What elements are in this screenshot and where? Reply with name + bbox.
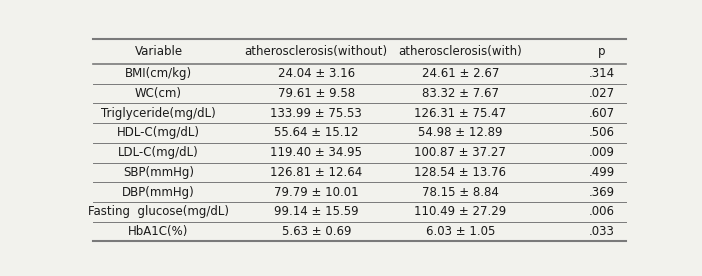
- Text: .314: .314: [589, 67, 615, 80]
- Text: DBP(mmHg): DBP(mmHg): [122, 185, 195, 199]
- Text: .499: .499: [589, 166, 615, 179]
- Text: 24.04 ± 3.16: 24.04 ± 3.16: [278, 67, 355, 80]
- Text: 6.03 ± 1.05: 6.03 ± 1.05: [425, 225, 495, 238]
- Text: 83.32 ± 7.67: 83.32 ± 7.67: [422, 87, 499, 100]
- Text: 128.54 ± 13.76: 128.54 ± 13.76: [414, 166, 506, 179]
- Text: p: p: [598, 45, 606, 58]
- Text: 79.61 ± 9.58: 79.61 ± 9.58: [278, 87, 355, 100]
- Text: .009: .009: [589, 146, 615, 159]
- Text: Triglyceride(mg/dL): Triglyceride(mg/dL): [101, 107, 216, 120]
- Text: 79.79 ± 10.01: 79.79 ± 10.01: [274, 185, 359, 199]
- Text: 99.14 ± 15.59: 99.14 ± 15.59: [274, 205, 359, 218]
- Text: LDL-C(mg/dL): LDL-C(mg/dL): [118, 146, 199, 159]
- Text: 55.64 ± 15.12: 55.64 ± 15.12: [274, 126, 359, 139]
- Text: .607: .607: [589, 107, 615, 120]
- Text: SBP(mmHg): SBP(mmHg): [123, 166, 194, 179]
- Text: atherosclerosis(with): atherosclerosis(with): [399, 45, 522, 58]
- Text: BMI(cm/kg): BMI(cm/kg): [125, 67, 192, 80]
- Text: .369: .369: [589, 185, 615, 199]
- Text: 100.87 ± 37.27: 100.87 ± 37.27: [414, 146, 506, 159]
- Text: 126.31 ± 75.47: 126.31 ± 75.47: [414, 107, 506, 120]
- Text: .006: .006: [589, 205, 615, 218]
- Text: .027: .027: [589, 87, 615, 100]
- Text: HDL-C(mg/dL): HDL-C(mg/dL): [117, 126, 200, 139]
- Text: 110.49 ± 27.29: 110.49 ± 27.29: [414, 205, 507, 218]
- Text: 78.15 ± 8.84: 78.15 ± 8.84: [422, 185, 499, 199]
- Text: 5.63 ± 0.69: 5.63 ± 0.69: [282, 225, 351, 238]
- Text: .506: .506: [589, 126, 615, 139]
- Text: Variable: Variable: [134, 45, 183, 58]
- Text: WC(cm): WC(cm): [135, 87, 182, 100]
- Text: 126.81 ± 12.64: 126.81 ± 12.64: [270, 166, 362, 179]
- Text: Fasting  glucose(mg/dL): Fasting glucose(mg/dL): [88, 205, 229, 218]
- Text: HbA1C(%): HbA1C(%): [128, 225, 189, 238]
- Text: 24.61 ± 2.67: 24.61 ± 2.67: [422, 67, 499, 80]
- Text: 133.99 ± 75.53: 133.99 ± 75.53: [270, 107, 362, 120]
- Text: atherosclerosis(without): atherosclerosis(without): [245, 45, 388, 58]
- Text: 54.98 ± 12.89: 54.98 ± 12.89: [418, 126, 503, 139]
- Text: .033: .033: [589, 225, 615, 238]
- Text: 119.40 ± 34.95: 119.40 ± 34.95: [270, 146, 362, 159]
